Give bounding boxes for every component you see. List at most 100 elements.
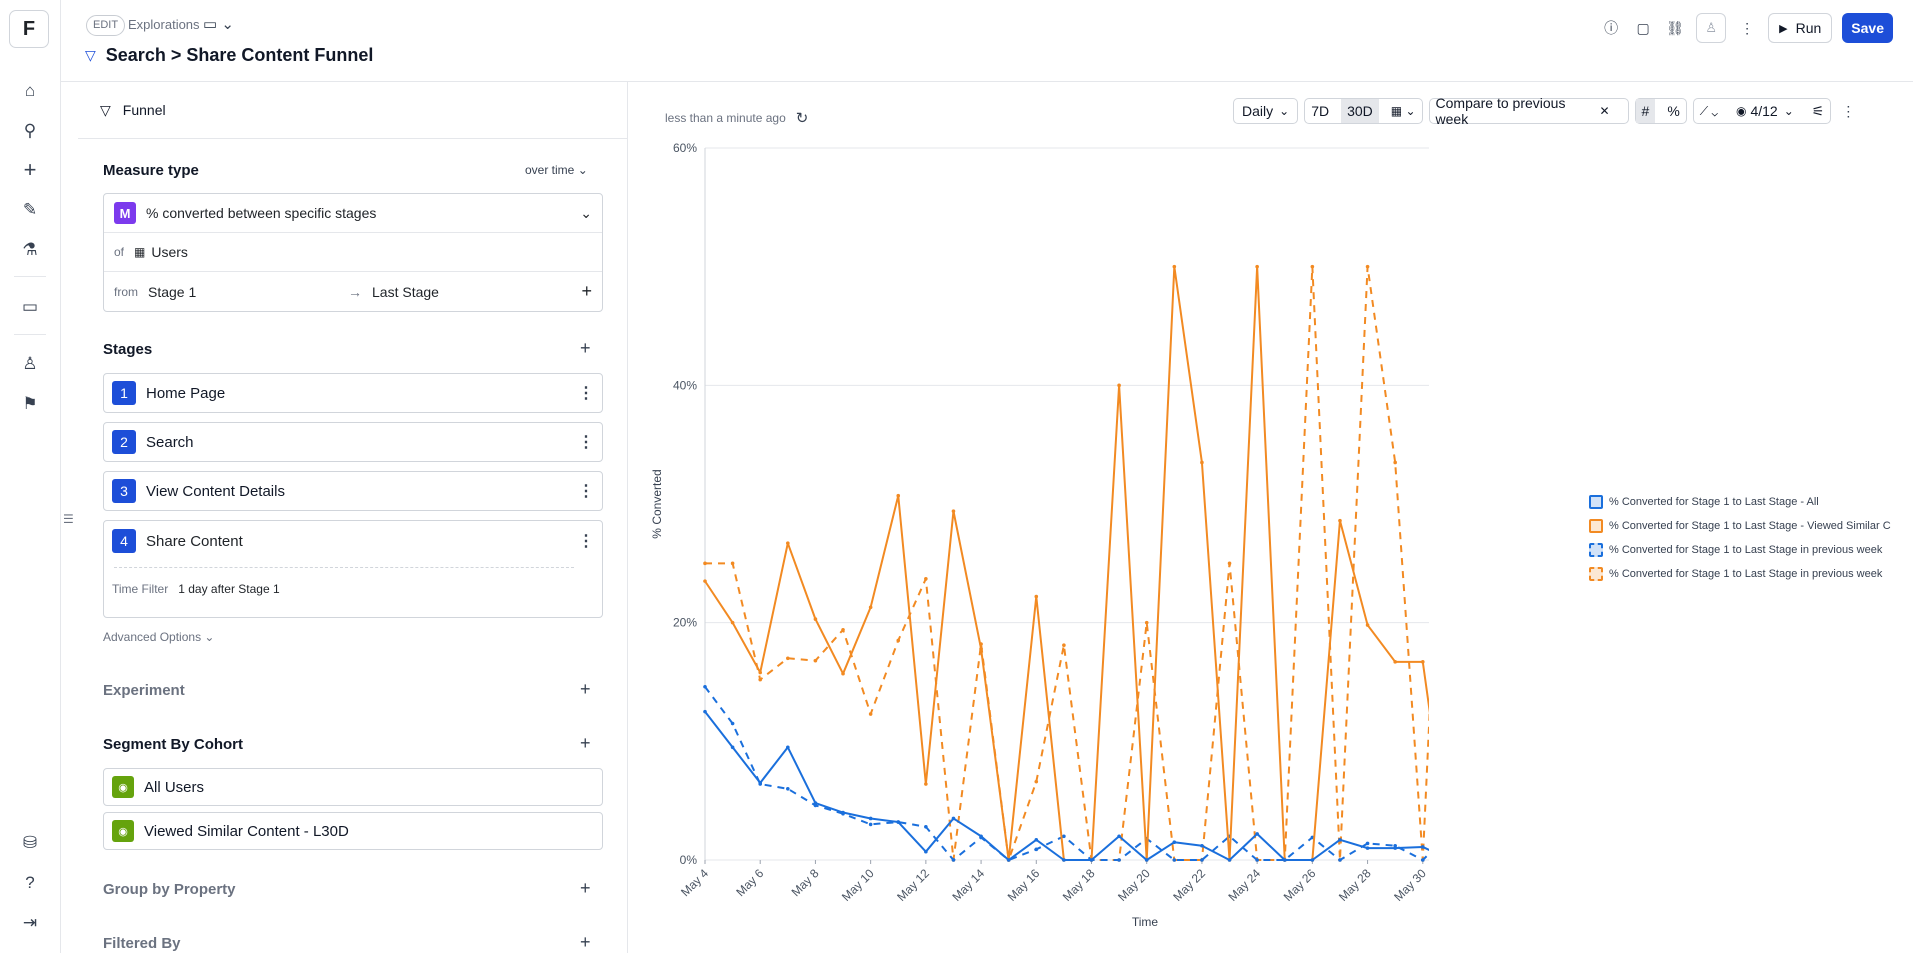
stage-item-with-filter: 4 Share Content ⋮ Time Filter 1 day afte… <box>103 520 603 618</box>
search-icon[interactable]: ⚲ <box>23 121 37 140</box>
legend-item[interactable]: % Converted for Stage 1 to Last Stage - … <box>1589 514 1891 538</box>
chevron-down-icon: ⌄ <box>1783 104 1794 118</box>
data-point <box>1062 643 1066 648</box>
run-button[interactable]: ▶ Run <box>1768 13 1833 43</box>
add-stage-range-icon[interactable]: + <box>581 281 592 301</box>
granularity-dropdown[interactable]: Daily ⌄ <box>1233 98 1299 124</box>
legend-label: % Converted for Stage 1 to Last Stage - … <box>1609 520 1891 532</box>
help-icon[interactable]: ? <box>25 873 35 892</box>
advanced-options-toggle[interactable]: Advanced Options ⌄ <box>103 630 214 644</box>
chevron-down-icon: ⌄ <box>204 630 215 644</box>
more-vertical-icon[interactable]: ⋮ <box>1740 19 1755 36</box>
measure-mode-dropdown[interactable]: over time ⌄ <box>525 163 588 177</box>
data-point <box>1393 846 1397 850</box>
data-point <box>868 822 873 827</box>
settings-sliders-icon[interactable]: ⚟ <box>1811 102 1825 119</box>
y-axis-label: % Converted <box>650 469 664 538</box>
add-group-by-icon[interactable]: + <box>580 878 591 898</box>
range-30d[interactable]: 30D <box>1341 99 1379 123</box>
to-value[interactable]: Last Stage <box>372 283 439 300</box>
add-stage-icon[interactable]: + <box>580 338 591 358</box>
comment-icon[interactable]: ▢ <box>1636 19 1650 36</box>
data-point <box>841 810 845 815</box>
calendar-icon[interactable]: ▦ ⌄ <box>1390 104 1416 118</box>
data-point <box>868 816 873 821</box>
save-button[interactable]: Save <box>1842 13 1893 43</box>
more-vertical-icon[interactable]: ⋮ <box>578 385 594 402</box>
from-to-row[interactable]: from Stage 1 → Last Stage + <box>104 272 602 311</box>
legend-item[interactable]: % Converted for Stage 1 to Last Stage in… <box>1589 562 1891 586</box>
edit-doc-icon[interactable]: ✎ <box>22 200 38 219</box>
data-point <box>1200 858 1204 862</box>
y-tick-label: 60% <box>673 141 697 155</box>
from-value[interactable]: Stage 1 <box>148 283 197 300</box>
compare-value[interactable]: Compare to previous week <box>1435 95 1566 127</box>
link-icon[interactable]: ⛓ <box>1666 19 1685 36</box>
list-toggle-icon[interactable]: ☰ <box>63 512 74 526</box>
data-point <box>1338 838 1342 842</box>
range-7d[interactable]: 7D <box>1311 103 1330 119</box>
legend-item[interactable]: % Converted for Stage 1 to Last Stage in… <box>1589 538 1891 562</box>
funnel-icon: ▽ <box>85 47 96 63</box>
stage-name: Search <box>146 433 194 451</box>
data-point <box>1172 858 1177 862</box>
more-vertical-icon[interactable]: ⋮ <box>578 434 594 451</box>
data-point <box>1420 660 1425 664</box>
legend-item[interactable]: % Converted for Stage 1 to Last Stage - … <box>1589 490 1891 514</box>
percent-format-icon[interactable]: % <box>1667 103 1680 119</box>
refresh-icon[interactable]: ↻ <box>795 110 809 127</box>
page-title[interactable]: Search > Share Content Funnel <box>105 45 374 65</box>
granularity-value: Daily <box>1242 103 1274 119</box>
legend-swatch <box>1589 567 1603 581</box>
measure-box: M % converted between specific stages ⌄ … <box>103 193 603 312</box>
help-circle-icon[interactable]: ⓘ <box>1604 20 1619 36</box>
chart-area: less than a minute ago ↻ Daily ⌄ 7D 30D ▦… <box>629 82 1913 953</box>
of-row[interactable]: of ▦ Users <box>104 233 602 272</box>
data-point <box>1089 858 1094 862</box>
flag-icon[interactable]: ⚑ <box>22 394 38 413</box>
folder-icon[interactable]: ▭ <box>21 297 39 316</box>
share-users-icon[interactable]: ♙ <box>1696 13 1727 43</box>
more-vertical-icon[interactable]: ⋮ <box>1841 102 1856 119</box>
stage-number: 1 <box>112 381 136 405</box>
cohort-item[interactable]: ◉ All Users <box>103 768 603 806</box>
logout-icon[interactable]: ⇥ <box>22 913 38 932</box>
stage-name: View Content Details <box>146 482 285 500</box>
measure-select[interactable]: M % converted between specific stages ⌄ <box>104 194 602 233</box>
home-icon[interactable]: ⌂ <box>24 81 36 100</box>
stage-item[interactable]: 4 Share Content ⋮ <box>104 521 602 561</box>
stage-number: 3 <box>112 479 136 503</box>
of-value: Users <box>151 244 188 260</box>
folder-dropdown-icon[interactable]: ▭ ⌄ <box>203 16 234 33</box>
database-icon[interactable]: ⛁ <box>22 833 38 852</box>
legend-swatch <box>1589 543 1603 557</box>
line-chart-icon[interactable]: ⟋ ⌄ <box>1699 103 1718 118</box>
data-point <box>786 787 790 791</box>
data-point <box>1393 460 1397 465</box>
more-vertical-icon[interactable]: ⋮ <box>578 483 594 500</box>
close-icon[interactable]: ✕ <box>1599 104 1610 118</box>
number-format-icon[interactable]: # <box>1635 99 1656 123</box>
add-filter-icon[interactable]: + <box>580 932 591 952</box>
add-cohort-icon[interactable]: + <box>580 733 591 753</box>
x-tick-label: May 24 <box>1226 866 1264 904</box>
stages-label: Stages <box>103 341 153 358</box>
more-vertical-icon[interactable]: ⋮ <box>578 533 594 550</box>
stage-item[interactable]: 2 Search ⋮ <box>103 422 603 462</box>
breadcrumb[interactable]: Explorations <box>128 17 200 32</box>
person-icon[interactable]: ♙ <box>22 354 38 373</box>
stage-number: 4 <box>112 529 136 553</box>
edit-pill[interactable]: EDIT <box>86 15 126 36</box>
time-filter-row[interactable]: Time Filter 1 day after Stage 1 <box>104 568 602 596</box>
app-logo[interactable]: F <box>9 10 49 48</box>
experiment-icon[interactable]: ⚗ <box>22 240 38 259</box>
stage-item[interactable]: 3 View Content Details ⋮ <box>103 471 603 511</box>
plus-icon[interactable]: + <box>23 157 37 182</box>
visible-series-dropdown[interactable]: ◉ 4/12 ⌄ <box>1730 99 1800 123</box>
funnel-header[interactable]: ▽ Funnel <box>78 82 628 139</box>
cohort-item[interactable]: ◉ Viewed Similar Content - L30D <box>103 812 603 850</box>
stage-item[interactable]: 1 Home Page ⋮ <box>103 373 603 413</box>
add-experiment-icon[interactable]: + <box>580 679 591 699</box>
x-tick-label: May 8 <box>789 866 822 899</box>
legend-swatch <box>1589 519 1603 533</box>
